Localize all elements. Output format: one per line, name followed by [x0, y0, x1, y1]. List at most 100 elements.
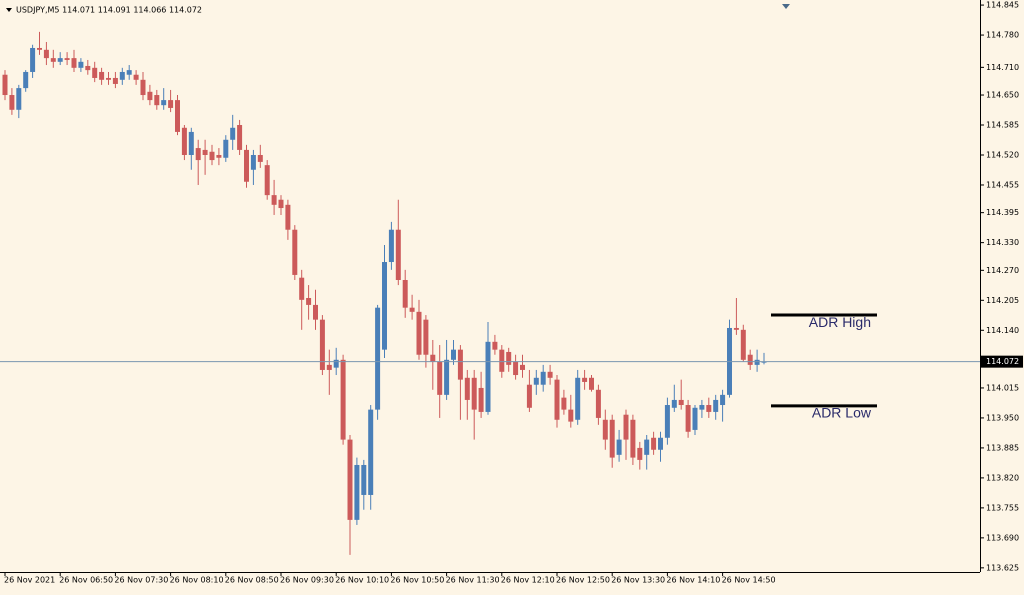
- candle-body: [140, 79, 146, 96]
- candle-body: [506, 351, 512, 365]
- candle-body: [499, 349, 505, 372]
- candle-body: [747, 354, 753, 365]
- candle-body: [195, 148, 201, 161]
- candle-body: [306, 297, 312, 305]
- y-tick-label: 114.140: [986, 326, 1019, 335]
- candle-body: [230, 127, 236, 140]
- candle-body: [520, 364, 525, 370]
- candle-body: [216, 154, 222, 158]
- candle-body: [78, 61, 84, 68]
- candle-body: [595, 389, 601, 418]
- x-tick-label: 26 Nov 09:30: [280, 576, 334, 585]
- candle-body: [112, 77, 118, 84]
- y-tick-label: 113.885: [986, 443, 1019, 452]
- candle-body: [664, 405, 670, 438]
- candle-body: [437, 361, 443, 395]
- candle-body: [181, 127, 187, 155]
- candle-body: [409, 307, 415, 312]
- y-tick-label: 113.950: [986, 413, 1019, 422]
- candle-body: [713, 399, 719, 412]
- current-price-label: 114.072: [986, 357, 1019, 366]
- candle-body: [237, 125, 243, 150]
- candle-body: [692, 407, 698, 430]
- candle-body: [168, 100, 174, 108]
- x-tick-label: 26 Nov 07:30: [114, 576, 168, 585]
- candle-body: [257, 154, 263, 162]
- x-tick-label: 26 Nov 12:10: [501, 576, 555, 585]
- shift-marker[interactable]: [782, 4, 790, 9]
- candle-body: [147, 91, 153, 101]
- candle-body: [616, 439, 622, 455]
- candle-body: [375, 307, 381, 410]
- candle-body: [264, 165, 270, 196]
- candle-body: [464, 377, 470, 400]
- candle-body: [513, 361, 519, 376]
- candle-body: [388, 229, 394, 263]
- chart-header: USDJPY,M5 114.071 114.091 114.066 114.07…: [16, 6, 202, 15]
- candle-body: [223, 139, 229, 158]
- candle-body: [133, 74, 139, 80]
- adr-label: ADR Low: [812, 405, 872, 421]
- x-tick-label: 26 Nov 10:10: [335, 576, 389, 585]
- candle-body: [602, 419, 608, 440]
- candle-body: [161, 100, 167, 106]
- candle-body: [395, 229, 401, 281]
- x-tick-label: 26 Nov 14:10: [666, 576, 720, 585]
- candle-body: [733, 327, 739, 330]
- adr-label: ADR High: [809, 314, 871, 330]
- candle-body: [623, 414, 629, 440]
- candle-body: [313, 304, 318, 320]
- candle-body: [637, 447, 643, 460]
- candle-body: [278, 199, 284, 209]
- candle-body: [658, 437, 663, 450]
- y-tick-label: 114.395: [986, 208, 1019, 217]
- candle-body: [126, 70, 132, 75]
- candle-body: [2, 74, 8, 96]
- candle-body: [685, 405, 691, 432]
- candle-body: [540, 371, 546, 385]
- x-tick-label: 26 Nov 12:50: [556, 576, 610, 585]
- candle-body: [271, 195, 277, 205]
- candle-body: [347, 439, 353, 520]
- candle-body: [416, 311, 422, 355]
- candle-body: [423, 319, 429, 355]
- menu-arrow[interactable]: [6, 8, 12, 12]
- y-tick-label: 113.625: [986, 563, 1019, 572]
- candle-body: [340, 359, 346, 440]
- candle-body: [554, 379, 560, 420]
- x-tick-label: 26 Nov 08:50: [225, 576, 279, 585]
- candle-body: [451, 349, 456, 360]
- candle-body: [471, 377, 477, 410]
- candle-body: [402, 280, 408, 308]
- candle-body: [526, 384, 532, 408]
- candle-body: [250, 154, 256, 170]
- candle-body: [64, 58, 70, 60]
- y-tick-label: 114.015: [986, 383, 1019, 392]
- y-tick-label: 114.780: [986, 31, 1019, 40]
- candle-body: [175, 100, 180, 132]
- candle-body: [575, 377, 581, 420]
- y-tick-label: 114.270: [986, 266, 1019, 275]
- candle-body: [740, 329, 746, 360]
- candle-body: [299, 277, 305, 300]
- y-tick-label: 114.585: [986, 121, 1019, 130]
- x-tick-label: 26 Nov 06:50: [59, 576, 113, 585]
- x-tick-label: 26 Nov 10:50: [390, 576, 444, 585]
- candle-body: [354, 464, 360, 520]
- candle-body: [609, 419, 615, 458]
- current-price-box: [981, 355, 1023, 368]
- y-tick-label: 114.520: [986, 150, 1019, 159]
- y-tick-label: 114.330: [986, 238, 1019, 247]
- candle-body: [16, 88, 22, 110]
- candle-body: [671, 399, 677, 408]
- candle-body: [57, 58, 63, 62]
- x-tick-label: 26 Nov 11:30: [446, 576, 500, 585]
- y-tick-label: 114.455: [986, 180, 1019, 189]
- candle-body: [382, 262, 387, 350]
- y-tick-label: 114.710: [986, 63, 1019, 72]
- y-tick-label: 113.820: [986, 473, 1019, 482]
- candle-body: [188, 131, 194, 155]
- x-tick-label: 26 Nov 2021: [4, 576, 55, 585]
